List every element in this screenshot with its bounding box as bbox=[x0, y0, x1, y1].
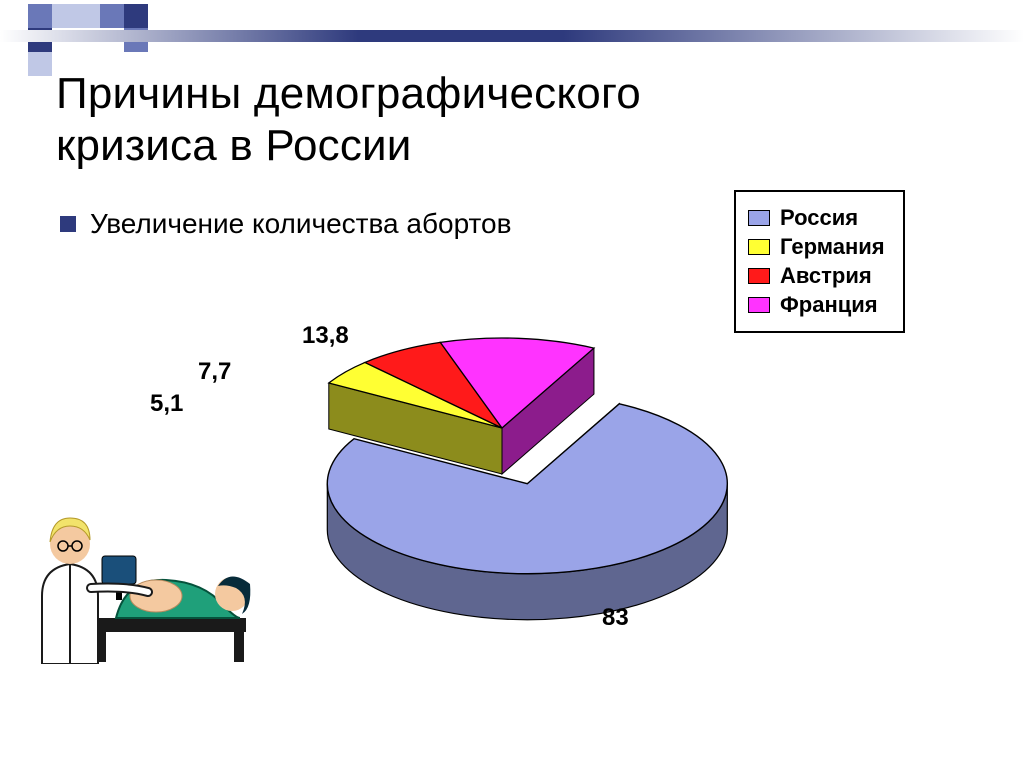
decor-square bbox=[28, 4, 52, 28]
legend-item: Германия bbox=[748, 234, 885, 260]
bullet-text: Увеличение количества абортов bbox=[90, 208, 512, 240]
legend-item: Австрия bbox=[748, 263, 885, 289]
title-line-1: Причины демографического bbox=[56, 69, 641, 118]
legend-swatch bbox=[748, 297, 770, 313]
pie-chart-svg bbox=[220, 270, 740, 630]
decor-gradient-bar bbox=[0, 30, 1024, 42]
data-label-austria: 7,7 bbox=[198, 358, 231, 386]
bullet-row: Увеличение количества абортов bbox=[60, 208, 512, 240]
slide-title: Причины демографического кризиса в Росси… bbox=[56, 68, 641, 172]
legend-label: Франция bbox=[780, 292, 878, 318]
legend-swatch bbox=[748, 210, 770, 226]
bullet-square-icon bbox=[60, 216, 76, 232]
data-label-germany: 5,1 bbox=[150, 390, 183, 418]
title-line-2: кризиса в России bbox=[56, 121, 412, 170]
legend-swatch bbox=[748, 268, 770, 284]
decor-square bbox=[76, 4, 100, 28]
pie-chart bbox=[220, 270, 740, 630]
legend-label: Германия bbox=[780, 234, 885, 260]
legend-item: Россия bbox=[748, 205, 885, 231]
clipart-svg bbox=[36, 468, 254, 664]
legend-item: Франция bbox=[748, 292, 885, 318]
decor-square bbox=[28, 52, 52, 76]
data-label-russia: 83 bbox=[602, 604, 629, 632]
data-label-france: 13,8 bbox=[302, 322, 349, 350]
legend-swatch bbox=[748, 239, 770, 255]
legend-label: Австрия bbox=[780, 263, 872, 289]
decor-square bbox=[52, 4, 76, 28]
decor-square bbox=[124, 4, 148, 28]
decor-square bbox=[100, 4, 124, 28]
clipart-ultrasound bbox=[36, 468, 254, 664]
legend-label: Россия bbox=[780, 205, 858, 231]
slide: Причины демографического кризиса в Росси… bbox=[0, 0, 1024, 768]
chart-legend: Россия Германия Австрия Франция bbox=[734, 190, 905, 333]
